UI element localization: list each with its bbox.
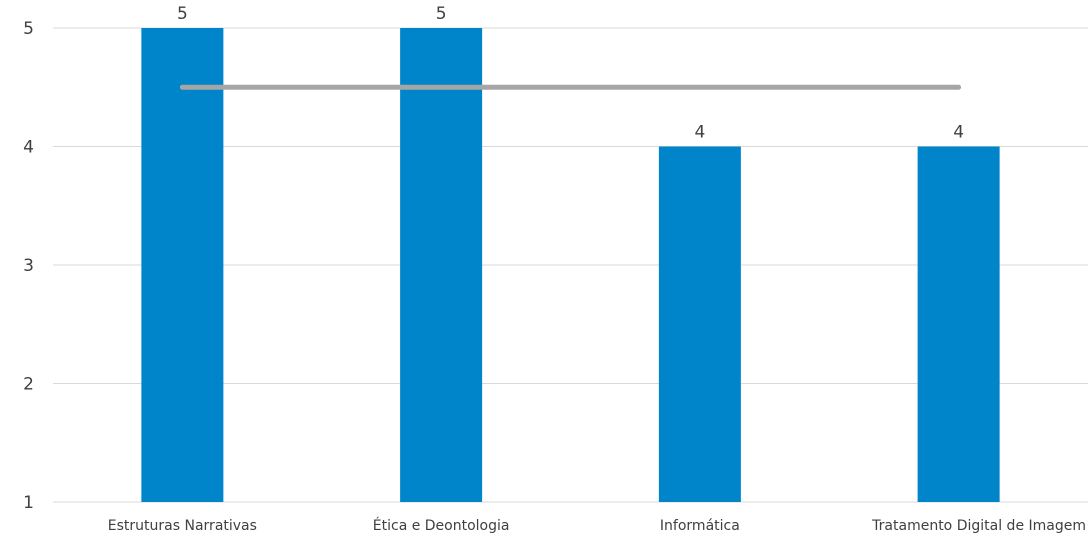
x-category-label: Estruturas Narrativas	[108, 518, 257, 534]
y-axis-ticks: 1 2 3 4 5	[23, 19, 34, 513]
x-category-label: Informática	[660, 518, 740, 534]
gridlines	[53, 27, 1088, 503]
x-axis-categories: Estruturas Narrativas Ética e Deontologia…	[108, 517, 1086, 534]
data-label: 5	[177, 4, 188, 24]
bar	[917, 146, 1000, 502]
y-tick-label: 1	[23, 493, 34, 513]
x-category-label: Ética e Deontologia	[373, 517, 510, 534]
y-tick-label: 3	[23, 256, 34, 276]
y-tick-label: 2	[23, 375, 34, 395]
bar	[658, 146, 741, 502]
bar	[400, 28, 483, 502]
bars	[141, 28, 1000, 502]
data-label: 5	[436, 4, 447, 24]
data-labels: 5 5 4 4	[177, 4, 964, 143]
y-tick-label: 4	[23, 138, 34, 158]
y-tick-label: 5	[23, 19, 34, 39]
data-label: 4	[694, 123, 705, 143]
x-category-label: Tratamento Digital de Imagem	[871, 518, 1086, 534]
data-label: 4	[953, 123, 964, 143]
bar	[141, 28, 224, 502]
